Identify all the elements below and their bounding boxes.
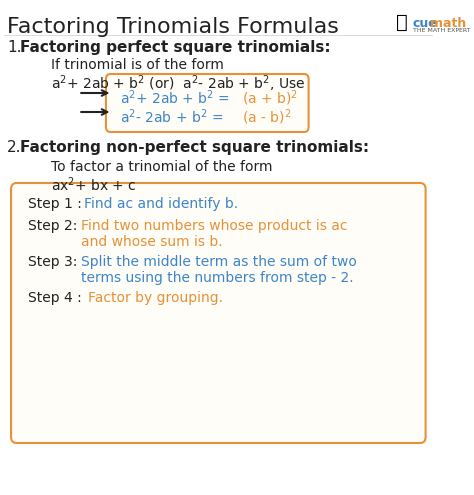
Text: Factoring Trinomials Formulas: Factoring Trinomials Formulas (8, 17, 339, 37)
FancyBboxPatch shape (11, 183, 426, 443)
Text: cue: cue (413, 17, 438, 30)
Text: (a - b)$^2$: (a - b)$^2$ (242, 107, 292, 127)
Text: a$^2$+ 2ab + b$^2$ =: a$^2$+ 2ab + b$^2$ = (120, 88, 231, 106)
Text: a$^2$- 2ab + b$^2$ =: a$^2$- 2ab + b$^2$ = (120, 107, 225, 126)
Text: a$^2$+ 2ab + b$^2$ (or)  a$^2$- 2ab + b$^2$, Use: a$^2$+ 2ab + b$^2$ (or) a$^2$- 2ab + b$^… (51, 73, 305, 94)
Text: terms using the numbers from step - 2.: terms using the numbers from step - 2. (81, 271, 354, 285)
Text: THE MATH EXPERT: THE MATH EXPERT (413, 28, 470, 33)
Text: and whose sum is b.: and whose sum is b. (81, 235, 223, 249)
Text: 1.: 1. (8, 40, 22, 55)
Text: Step 4 :: Step 4 : (27, 291, 86, 305)
Text: ax$^2$+ bx + c: ax$^2$+ bx + c (51, 175, 137, 194)
Text: Factoring perfect square trinomials:: Factoring perfect square trinomials: (20, 40, 331, 55)
Text: (a + b)$^2$: (a + b)$^2$ (242, 88, 298, 107)
Text: Factoring non-perfect square trinomials:: Factoring non-perfect square trinomials: (20, 140, 369, 155)
Text: Find two numbers whose product is ac: Find two numbers whose product is ac (81, 219, 347, 233)
Text: 🚀: 🚀 (396, 13, 408, 32)
Text: To factor a trinomial of the form: To factor a trinomial of the form (51, 160, 272, 174)
Text: If trinomial is of the form: If trinomial is of the form (51, 58, 224, 72)
Text: Step 3:: Step 3: (27, 255, 82, 269)
Text: Split the middle term as the sum of two: Split the middle term as the sum of two (81, 255, 357, 269)
FancyBboxPatch shape (106, 74, 309, 132)
Text: math: math (430, 17, 466, 30)
Text: 2.: 2. (8, 140, 22, 155)
Text: Factor by grouping.: Factor by grouping. (89, 291, 223, 305)
Text: Step 1 :: Step 1 : (27, 197, 86, 211)
Text: Step 2:: Step 2: (27, 219, 82, 233)
Text: Find ac and identify b.: Find ac and identify b. (84, 197, 238, 211)
